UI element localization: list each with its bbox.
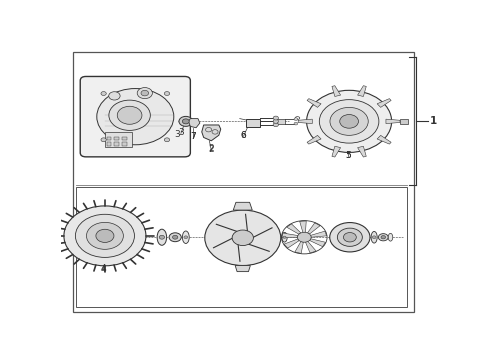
Polygon shape [284, 239, 299, 248]
Polygon shape [386, 119, 400, 123]
Circle shape [179, 116, 193, 126]
Circle shape [97, 89, 174, 145]
Circle shape [101, 138, 106, 142]
FancyBboxPatch shape [80, 76, 190, 157]
Circle shape [96, 229, 114, 242]
Polygon shape [377, 99, 391, 107]
Circle shape [378, 234, 388, 241]
Circle shape [141, 90, 148, 96]
Bar [107, 143, 111, 146]
Circle shape [137, 87, 152, 99]
Circle shape [86, 222, 123, 249]
Text: 4: 4 [100, 264, 106, 273]
Bar [115, 137, 119, 140]
Circle shape [117, 106, 142, 124]
Circle shape [273, 123, 278, 127]
Text: 7: 7 [191, 132, 196, 141]
Circle shape [273, 120, 278, 123]
Circle shape [381, 235, 386, 239]
Polygon shape [202, 125, 220, 141]
Circle shape [330, 107, 368, 135]
Polygon shape [358, 86, 366, 96]
Circle shape [205, 210, 281, 266]
Polygon shape [300, 221, 306, 232]
Ellipse shape [157, 229, 167, 245]
Circle shape [307, 90, 392, 152]
Ellipse shape [371, 231, 377, 243]
Polygon shape [235, 266, 250, 271]
Circle shape [169, 233, 181, 242]
Polygon shape [358, 146, 366, 157]
Polygon shape [295, 242, 303, 253]
Polygon shape [307, 99, 321, 107]
Polygon shape [282, 233, 298, 238]
Polygon shape [307, 135, 321, 144]
Circle shape [343, 233, 356, 242]
Circle shape [232, 230, 253, 246]
Text: 3: 3 [178, 128, 184, 137]
Text: 2: 2 [208, 145, 214, 154]
Polygon shape [332, 146, 341, 157]
Circle shape [159, 235, 165, 239]
Circle shape [297, 232, 311, 242]
Ellipse shape [282, 233, 287, 242]
Polygon shape [305, 242, 316, 253]
Polygon shape [332, 86, 341, 96]
Circle shape [330, 222, 370, 252]
Polygon shape [377, 135, 391, 144]
Circle shape [338, 228, 362, 246]
Ellipse shape [182, 231, 189, 243]
Text: 7: 7 [191, 132, 196, 141]
Circle shape [109, 100, 150, 130]
Circle shape [283, 236, 286, 238]
Circle shape [294, 122, 298, 125]
Circle shape [184, 236, 188, 239]
Text: 4: 4 [100, 265, 106, 274]
Circle shape [273, 116, 278, 120]
Bar [122, 137, 126, 140]
Circle shape [182, 119, 189, 124]
Circle shape [340, 114, 359, 128]
Ellipse shape [388, 233, 393, 241]
Circle shape [109, 92, 120, 100]
Circle shape [75, 214, 134, 257]
Text: 1: 1 [430, 116, 437, 126]
Bar [107, 137, 111, 140]
Text: 5: 5 [345, 151, 351, 160]
Polygon shape [287, 224, 301, 234]
Circle shape [294, 118, 298, 121]
Polygon shape [189, 118, 200, 128]
Text: 6: 6 [241, 131, 246, 140]
Circle shape [101, 91, 106, 95]
Circle shape [164, 91, 170, 95]
Circle shape [164, 138, 170, 142]
Bar [115, 143, 119, 146]
Bar [277, 120, 285, 123]
Circle shape [64, 206, 146, 266]
Polygon shape [298, 119, 312, 123]
Polygon shape [311, 231, 326, 237]
Bar [76, 187, 407, 307]
Circle shape [319, 100, 379, 143]
Polygon shape [310, 239, 325, 247]
Text: 3: 3 [174, 130, 180, 139]
Polygon shape [308, 223, 320, 234]
Bar [122, 143, 126, 146]
Text: 6: 6 [241, 131, 246, 140]
Polygon shape [233, 202, 252, 210]
Circle shape [172, 235, 178, 239]
Text: 5: 5 [345, 151, 351, 160]
Bar [400, 119, 408, 123]
Bar [105, 132, 131, 147]
Circle shape [372, 236, 376, 239]
Bar [246, 118, 260, 127]
Text: 2: 2 [208, 144, 214, 153]
